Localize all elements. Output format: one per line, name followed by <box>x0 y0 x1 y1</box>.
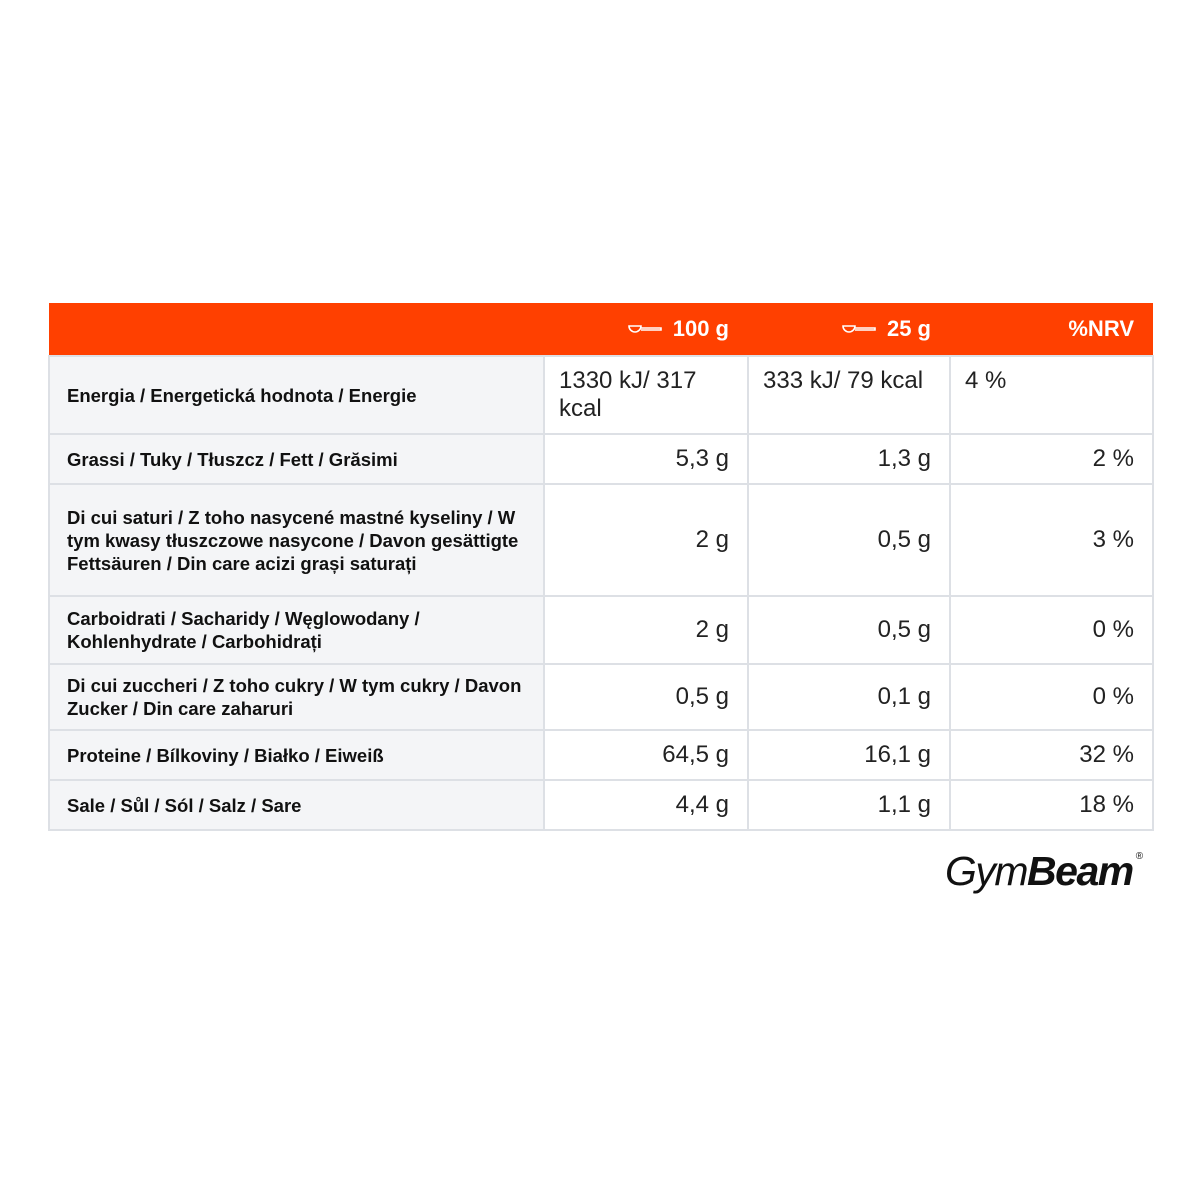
nutrient-value: 3 % <box>949 483 1154 597</box>
logo-bold: Beam <box>1027 848 1134 894</box>
header-cell: 100 g <box>544 303 748 356</box>
header-row: 100 g 25 g %NRV <box>49 303 1153 356</box>
nutrient-label: Grassi / Tuky / Tłuszcz / Fett / Grăsimi <box>48 433 545 485</box>
header-blank <box>49 303 544 356</box>
nutrient-value: 18 % <box>949 779 1154 831</box>
table-row: Proteine / Bílkoviny / Białko / Eiweiß 64… <box>48 729 1154 781</box>
nutrient-value: 1,1 g <box>747 779 951 831</box>
header-cell: %NRV <box>950 303 1153 356</box>
nutrient-value: 5,3 g <box>543 433 749 485</box>
nutrient-value: 1330 kJ/ 317 kcal <box>543 355 749 435</box>
logo-mark: ® <box>1135 851 1144 862</box>
nutrient-value: 4 % <box>949 355 1154 435</box>
nutrition-table-wrap: 100 g 25 g %NRV Energia / Energetická ho… <box>48 303 1154 831</box>
nutrient-value: 333 kJ/ 79 kcal <box>747 355 951 435</box>
table-row: Di cui zuccheri / Z toho cukry / W tym c… <box>48 663 1154 731</box>
brand-logo: GymBeam ® <box>945 848 1143 895</box>
nutrient-value: 2 g <box>543 595 749 665</box>
scoop-icon <box>627 325 662 333</box>
nutrient-value: 32 % <box>949 729 1154 781</box>
nutrient-value: 4,4 g <box>543 779 749 831</box>
nutrient-label: Di cui saturi / Z toho nasycené mastné k… <box>48 483 545 597</box>
table-row: Carboidrati / Sacharidy / Węglowodany / … <box>48 595 1154 665</box>
header-label: 25 g <box>886 316 931 341</box>
nutrient-value: 16,1 g <box>747 729 951 781</box>
nutrition-table: 100 g 25 g %NRV Energia / Energetická ho… <box>48 303 1154 831</box>
nutrient-value: 2 g <box>543 483 749 597</box>
table-row: Di cui saturi / Z toho nasycené mastné k… <box>48 483 1154 597</box>
nutrient-value: 0 % <box>949 663 1154 731</box>
header-cell: 25 g <box>748 303 950 356</box>
table-body: Energia / Energetická hodnota / Energie 1… <box>48 355 1154 831</box>
header-label: 100 g <box>672 316 729 341</box>
table-header: 100 g 25 g %NRV <box>49 303 1153 356</box>
table-row: Sale / Sůl / Sól / Salz / Sare 4,4 g 1,1 g… <box>48 779 1154 831</box>
nutrient-label: Energia / Energetická hodnota / Energie <box>48 355 545 435</box>
table-row: Grassi / Tuky / Tłuszcz / Fett / Grăsimi… <box>48 433 1154 485</box>
nutrient-value: 0 % <box>949 595 1154 665</box>
nutrient-value: 2 % <box>949 433 1154 485</box>
logo-light: Gym <box>945 848 1029 894</box>
table-row: Energia / Energetická hodnota / Energie 1… <box>48 355 1154 435</box>
nutrient-label: Proteine / Bílkoviny / Białko / Eiweiß <box>48 729 545 781</box>
nutrient-value: 0,1 g <box>747 663 951 731</box>
nutrient-value: 1,3 g <box>747 433 951 485</box>
nutrient-label: Sale / Sůl / Sól / Salz / Sare <box>48 779 545 831</box>
nutrient-label: Di cui zuccheri / Z toho cukry / W tym c… <box>48 663 545 731</box>
header-label: %NRV <box>1068 316 1134 341</box>
nutrient-value: 0,5 g <box>747 483 951 597</box>
nutrient-value: 64,5 g <box>543 729 749 781</box>
nutrient-label: Carboidrati / Sacharidy / Węglowodany / … <box>48 595 545 665</box>
nutrient-value: 0,5 g <box>543 663 749 731</box>
nutrient-value: 0,5 g <box>747 595 951 665</box>
scoop-icon <box>842 325 876 333</box>
